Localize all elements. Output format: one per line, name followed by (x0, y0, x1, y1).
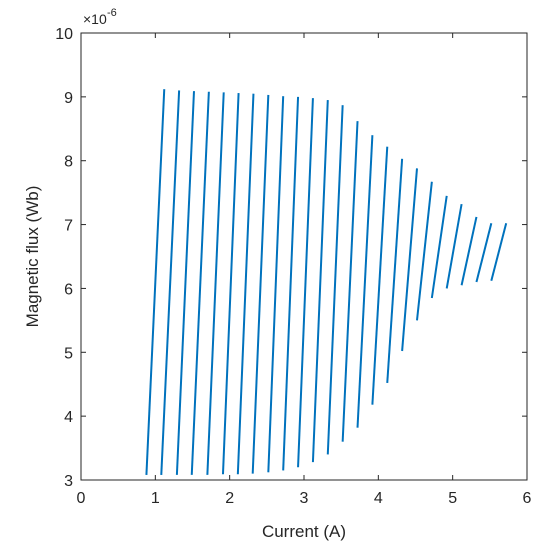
series-segment-24 (490, 223, 508, 282)
series-segment-10 (282, 96, 300, 471)
series-segment-14 (341, 121, 359, 442)
x-tick-label: 5 (448, 490, 457, 507)
y-tick-label: 4 (64, 409, 73, 426)
x-tick-label: 1 (151, 490, 160, 507)
series-segment-22 (460, 216, 478, 286)
y-exponent-power: -6 (107, 7, 117, 19)
x-tick-label: 2 (225, 490, 234, 507)
series-segment-11 (297, 98, 314, 468)
y-tick-label: 8 (64, 154, 73, 171)
plot-area (81, 33, 527, 480)
series-segment-16 (371, 146, 389, 405)
series-segment-7 (236, 93, 255, 475)
series-segment-2 (160, 90, 181, 475)
series-segment-13 (326, 105, 344, 455)
y-tick-label: 9 (64, 90, 73, 107)
series-segment-15 (356, 135, 374, 428)
series-segment-21 (445, 203, 463, 289)
x-tick-label: 4 (374, 490, 383, 507)
series-segment-20 (430, 195, 448, 299)
series-segment-6 (221, 92, 240, 475)
series-segment-18 (401, 168, 418, 352)
series-segment-9 (267, 96, 285, 473)
y-exponent-base: ×10 (83, 11, 107, 27)
series-segment-23 (475, 223, 493, 283)
y-axis: 3 4 5 6 7 8 9 10 (55, 26, 527, 490)
x-tick-label: 0 (77, 490, 86, 507)
x-axis-label: Current (A) (262, 522, 346, 541)
y-tick-label: 5 (64, 345, 73, 362)
series-segment-5 (206, 92, 225, 475)
y-tick-label: 6 (64, 281, 73, 298)
series-segment-4 (190, 91, 210, 475)
y-axis-label: Magnetic flux (Wb) (23, 186, 42, 328)
x-axis: 0 1 2 3 4 5 6 (77, 33, 532, 507)
series-segment-19 (415, 181, 433, 321)
y-tick-label: 7 (64, 218, 73, 235)
series-segment-8 (251, 94, 270, 474)
series-segment-17 (386, 158, 404, 384)
x-tick-label: 3 (300, 490, 309, 507)
series-segment-12 (311, 100, 329, 463)
series-segment-1 (145, 89, 166, 475)
y-tick-label: 3 (64, 473, 73, 490)
y-tick-label: 10 (55, 26, 73, 43)
series-segment-3 (175, 91, 195, 475)
x-tick-label: 6 (523, 490, 532, 507)
series-lines (145, 89, 508, 475)
